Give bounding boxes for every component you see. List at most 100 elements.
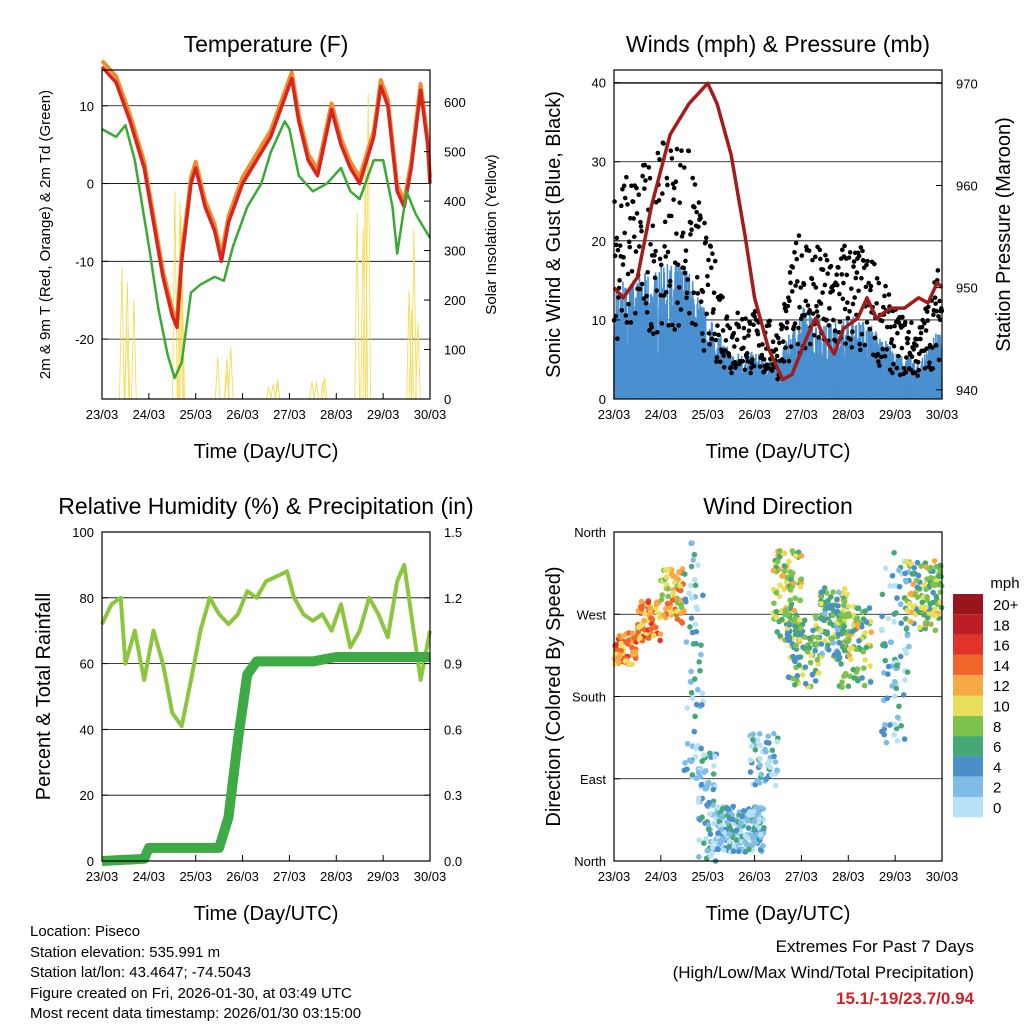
gust-point — [794, 256, 800, 262]
chart-title: Temperature (F) — [184, 31, 349, 57]
direction-point — [879, 626, 885, 633]
x-tick-label: 24/03 — [645, 407, 678, 422]
x-tick-label: 29/03 — [367, 407, 400, 422]
gust-point — [748, 370, 753, 376]
gust-point — [883, 283, 888, 289]
gust-point — [818, 301, 824, 306]
extremes-title: Extremes For Past 7 Days — [775, 937, 974, 956]
gust-point — [816, 335, 821, 340]
gust-point — [684, 295, 689, 301]
gust-point — [651, 258, 657, 264]
gust-point — [740, 358, 746, 364]
direction-point — [903, 558, 910, 565]
direction-point — [774, 738, 780, 745]
gust-point — [671, 185, 677, 191]
y2-tick-label: 970 — [956, 76, 978, 91]
direction-point — [879, 728, 885, 735]
gust-point — [664, 175, 670, 181]
gust-point — [653, 248, 658, 254]
direction-point — [700, 840, 707, 846]
gust-point — [659, 321, 665, 326]
solar-line — [178, 215, 184, 400]
gust-point — [839, 272, 845, 277]
gust-point — [900, 314, 905, 320]
gust-point — [721, 365, 727, 370]
direction-point — [823, 599, 829, 605]
gust-point — [656, 198, 662, 203]
y-tick-label: 0 — [87, 854, 94, 869]
direction-point — [882, 657, 889, 664]
gust-point — [790, 265, 796, 270]
gust-point — [654, 329, 660, 335]
gust-point — [704, 311, 710, 317]
direction-point — [751, 818, 758, 825]
direction-point — [882, 722, 888, 728]
gust-point — [886, 292, 892, 297]
direction-point — [863, 619, 870, 625]
direction-point — [700, 592, 706, 599]
y2-axis-label: Station Pressure (Maroon) — [993, 117, 1015, 352]
gust-point — [705, 273, 710, 279]
direction-point — [894, 738, 901, 744]
gust-point — [644, 293, 649, 299]
direction-point — [747, 757, 754, 764]
direction-point — [697, 774, 704, 780]
direction-point — [837, 617, 843, 623]
precip-line — [101, 652, 430, 866]
gust-point — [903, 369, 909, 375]
gust-point — [922, 365, 928, 371]
gust-point — [826, 323, 832, 328]
gust-point — [865, 258, 870, 264]
direction-point — [839, 629, 846, 636]
gust-point — [839, 247, 845, 253]
direction-point — [692, 621, 699, 628]
solar-line — [265, 387, 272, 400]
direction-point — [690, 557, 696, 563]
gust-point — [875, 359, 881, 364]
direction-point — [896, 583, 903, 590]
gust-point — [792, 250, 797, 255]
gust-point — [759, 352, 765, 358]
direction-point — [690, 641, 697, 647]
y-tick-label: 100 — [72, 525, 94, 540]
direction-point — [894, 714, 901, 721]
gust-point — [683, 258, 688, 264]
direction-point — [817, 627, 824, 634]
gust-point — [750, 357, 755, 362]
gust-point — [877, 363, 882, 368]
gust-point — [788, 280, 793, 286]
gust-point — [713, 337, 719, 343]
direction-point — [908, 619, 914, 625]
x-tick-label: 28/03 — [832, 407, 865, 422]
direction-point — [785, 674, 792, 680]
gust-point — [899, 345, 905, 351]
gust-point — [637, 244, 642, 249]
direction-point — [844, 591, 850, 597]
gust-point — [825, 271, 830, 276]
gust-point — [936, 357, 942, 363]
gust-point — [751, 322, 756, 327]
direction-point — [676, 569, 682, 575]
gust-point — [824, 317, 829, 323]
legend-swatch — [953, 695, 983, 716]
gust-point — [644, 310, 650, 315]
gust-point — [922, 320, 927, 326]
x-tick-label: 27/03 — [273, 869, 306, 884]
y2-tick-label: 500 — [444, 145, 466, 160]
gust-point — [684, 290, 690, 296]
gust-point — [643, 301, 649, 306]
direction-point — [849, 644, 855, 651]
gust-point — [657, 256, 663, 262]
gust-point — [851, 264, 856, 269]
gust-point — [792, 321, 798, 326]
gust-point — [847, 309, 852, 314]
legend-swatch — [953, 736, 983, 757]
gust-point — [674, 231, 679, 236]
gust-point — [620, 186, 625, 192]
direction-point — [616, 659, 622, 665]
station-info: Location: Piseco Station elevation: 535.… — [30, 922, 361, 1024]
direction-point — [836, 589, 842, 596]
gust-point — [669, 156, 675, 161]
direction-point — [735, 848, 742, 855]
gust-point — [689, 227, 694, 233]
